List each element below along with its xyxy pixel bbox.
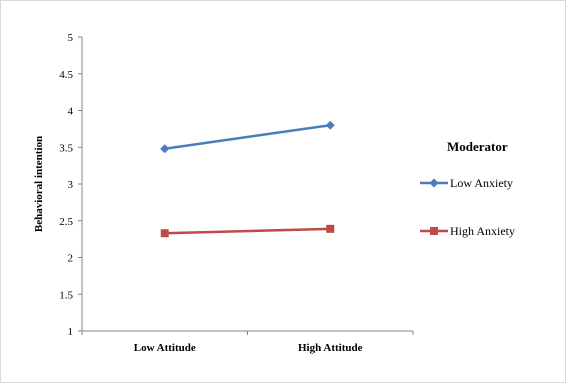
data-point [326,224,335,233]
y-tick-label: 3 [68,179,74,191]
series-line-low-anxiety [164,123,331,150]
legend-marker [429,178,439,188]
y-tick-group: 1 1.5 2 2.5 3 3.5 4 4.5 5 [59,32,82,338]
legend-marker [430,227,438,235]
y-tick-label: 4 [68,106,74,118]
data-point [325,120,335,130]
y-tick-label: 5 [68,32,74,44]
y-axis-label: Behavioral intention [33,136,45,232]
legend-title: Moderator [447,139,508,154]
y-tick-label: 1.5 [59,289,73,301]
data-point [160,229,169,238]
x-category-label: High Attitude [298,342,363,354]
y-tick-label: 3.5 [59,142,73,154]
legend-label: Low Anxiety [450,176,513,190]
x-category-label: Low Attitude [134,342,196,354]
y-tick-label: 2.5 [59,216,73,228]
y-tick-label: 1 [68,326,74,338]
data-point [160,144,170,154]
y-tick-label: 4.5 [59,69,73,81]
legend: Low Anxiety High Anxiety [420,176,515,238]
y-tick-label: 2 [68,253,74,265]
series-line-high-anxiety [164,227,331,235]
legend-label: High Anxiety [450,224,515,238]
series-group [160,120,335,238]
x-tick-group: Low Attitude High Attitude [81,331,414,354]
